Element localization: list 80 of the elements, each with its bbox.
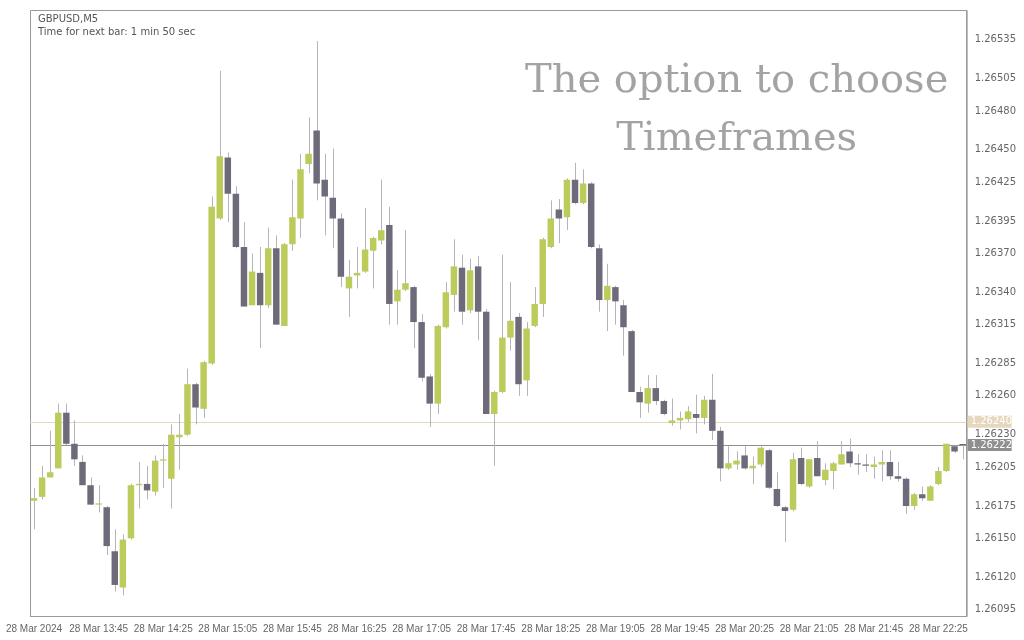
candlestick bbox=[846, 438, 853, 468]
y-tick-label: 1.26340 bbox=[974, 285, 1017, 297]
candlestick bbox=[773, 471, 781, 508]
candlestick bbox=[402, 229, 409, 292]
candlestick bbox=[305, 116, 312, 174]
x-tick-label: 28 Mar 20:25 bbox=[715, 622, 775, 634]
y-tick-label: 1.26120 bbox=[974, 570, 1017, 582]
candlestick bbox=[668, 397, 676, 427]
y-tick-label: 1.26175 bbox=[974, 499, 1017, 511]
y-tick-label: 1.26480 bbox=[974, 104, 1017, 116]
candlestick bbox=[46, 430, 54, 478]
candlestick bbox=[652, 374, 660, 406]
candlestick bbox=[959, 444, 966, 460]
y-tick-label: 1.26395 bbox=[974, 214, 1017, 226]
y-tick-label: 1.26150 bbox=[974, 531, 1017, 543]
candlestick bbox=[886, 449, 894, 481]
candlestick bbox=[507, 281, 514, 352]
candlestick bbox=[361, 207, 369, 274]
annotation: The option to choose Timeframes bbox=[524, 55, 949, 160]
candlestick bbox=[781, 505, 789, 543]
candlestick bbox=[531, 286, 538, 328]
y-tick-label: 1.26230 bbox=[974, 428, 1017, 440]
candlestick bbox=[894, 461, 902, 482]
ref-line-label: 1.26240 bbox=[970, 415, 1013, 427]
candlestick bbox=[878, 449, 886, 482]
candlestick bbox=[757, 445, 764, 468]
x-tick-label: 28 Mar 17:05 bbox=[392, 622, 452, 634]
candlestick bbox=[369, 236, 377, 289]
candlestick bbox=[71, 419, 78, 467]
candlestick bbox=[644, 374, 651, 414]
y-tick-label: 1.26315 bbox=[974, 318, 1017, 330]
x-tick-label: 28 Mar 18:25 bbox=[521, 622, 581, 634]
text: Time for next bar: 1 min 50 sec bbox=[37, 25, 196, 37]
candlestick bbox=[329, 148, 337, 249]
x-tick-label: 28 Mar 19:45 bbox=[650, 622, 710, 634]
x-tick-label: 28 Mar 15:45 bbox=[262, 622, 323, 634]
y-tick-label: 1.26260 bbox=[974, 389, 1017, 401]
candlestick bbox=[571, 162, 579, 205]
candlestick bbox=[160, 443, 167, 489]
candlestick bbox=[491, 390, 498, 467]
x-tick-label: 28 Mar 22:25 bbox=[908, 622, 969, 634]
candlestick bbox=[79, 454, 86, 486]
x-tick-label: 28 Mar 16:25 bbox=[327, 622, 387, 634]
x-tick-label: 28 Mar 14:25 bbox=[133, 622, 194, 634]
candlestick bbox=[38, 465, 46, 500]
y-tick-label: 1.26205 bbox=[974, 460, 1017, 472]
y-tick-label: 1.26370 bbox=[974, 247, 1017, 259]
y-tick-label: 1.26425 bbox=[974, 175, 1017, 187]
candlestick bbox=[95, 484, 102, 513]
candlestick bbox=[741, 445, 748, 471]
candlestick bbox=[612, 285, 619, 326]
candlestick bbox=[620, 299, 627, 357]
candlestick bbox=[394, 269, 401, 326]
candlestick bbox=[692, 394, 700, 434]
candlestick bbox=[87, 476, 94, 506]
y-tick-label: 1.26285 bbox=[974, 357, 1017, 369]
candlestick bbox=[636, 386, 643, 419]
y-tick-label: 1.26095 bbox=[974, 603, 1017, 615]
candlestick bbox=[935, 466, 942, 486]
y-tick-label: 1.26505 bbox=[974, 72, 1017, 84]
x-tick-label: 28 Mar 21:05 bbox=[779, 622, 840, 634]
x-tick-label: 28 Mar 17:45 bbox=[456, 622, 517, 634]
candlestick bbox=[579, 168, 587, 205]
candlestick bbox=[192, 382, 199, 425]
x-tick-label: 28 Mar 2024 bbox=[5, 622, 63, 634]
x-tick-label: 28 Mar 13:45 bbox=[69, 622, 129, 634]
candlestick bbox=[701, 395, 708, 425]
candlestick bbox=[604, 263, 611, 332]
x-tick-label: 28 Mar 19:05 bbox=[585, 622, 646, 634]
ref-line-label: 1.26222 bbox=[970, 438, 1013, 450]
chart-title: GBPUSD,M5 bbox=[38, 12, 99, 24]
x-tick-label: 28 Mar 15:05 bbox=[198, 622, 258, 634]
candlestick bbox=[555, 198, 563, 244]
y-tick-label: 1.26450 bbox=[974, 143, 1017, 155]
candlestick bbox=[854, 453, 861, 476]
candlestick bbox=[30, 487, 38, 530]
y-tick-label: 1.26535 bbox=[974, 33, 1017, 45]
candlestick bbox=[814, 440, 821, 477]
candlestick bbox=[378, 179, 385, 245]
x-tick-label: 28 Mar 21:45 bbox=[844, 622, 904, 634]
